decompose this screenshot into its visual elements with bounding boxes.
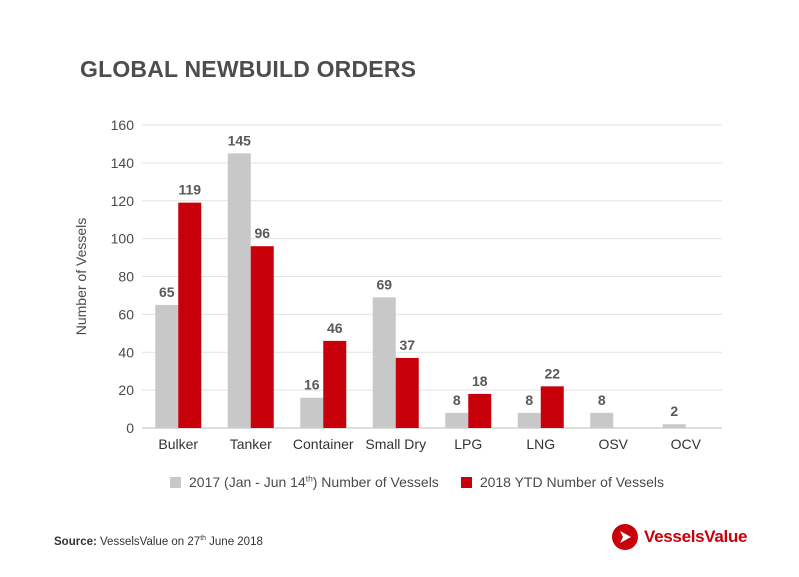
bar-2018 — [323, 340, 347, 428]
data-label: 145 — [228, 132, 252, 148]
bar-2017 — [227, 153, 251, 428]
legend-swatch-2017 — [170, 476, 181, 488]
data-label: 2 — [670, 403, 678, 419]
data-label: 65 — [159, 284, 175, 300]
data-label: 16 — [304, 377, 320, 393]
x-tick-label: LNG — [526, 436, 555, 452]
y-tick-label: 160 — [111, 117, 135, 133]
bar-2017 — [300, 397, 324, 428]
bar-2018 — [468, 393, 492, 428]
x-tick-label: Small Dry — [365, 436, 426, 452]
bar-2018 — [540, 386, 564, 428]
bar-2017 — [662, 424, 686, 428]
data-label: 96 — [254, 225, 270, 241]
y-tick-label: 20 — [118, 382, 134, 398]
bar-2017 — [517, 412, 541, 428]
legend-swatch-2018 — [460, 476, 472, 488]
bar-2018 — [250, 246, 274, 428]
y-tick-label: 120 — [111, 193, 135, 209]
x-tick-label: Tanker — [230, 436, 272, 452]
data-label: 46 — [327, 320, 343, 336]
data-label: 37 — [399, 337, 415, 353]
y-tick-label: 140 — [111, 155, 135, 171]
data-label: 18 — [472, 373, 488, 389]
legend-label-2018: 2018 YTD Number of Vessels — [479, 474, 664, 490]
logo-text: VesselsValue — [644, 527, 748, 546]
bar-2017 — [372, 297, 396, 428]
y-tick-label: 0 — [126, 420, 134, 436]
source-note: Source: VesselsValue on 27th June 2018 — [54, 535, 263, 548]
x-tick-label: LPG — [454, 436, 482, 452]
y-axis-label: Number of Vessels — [73, 218, 89, 336]
bar-2017 — [155, 304, 179, 428]
bar-2017 — [590, 412, 614, 428]
y-tick-label: 40 — [118, 344, 134, 360]
y-tick-label: 80 — [118, 269, 134, 285]
bar-2017 — [445, 412, 469, 428]
data-label: 119 — [178, 182, 201, 198]
x-tick-label: OSV — [598, 436, 628, 452]
x-tick-label: Container — [293, 436, 354, 452]
y-tick-label: 60 — [118, 306, 134, 322]
legend-item-2018: 2018 YTD Number of Vessels — [460, 474, 664, 490]
y-tick-label: 100 — [111, 231, 135, 247]
data-label: 22 — [544, 365, 560, 381]
bar-2018 — [395, 357, 419, 428]
data-label: 69 — [376, 276, 392, 292]
x-tick-label: Bulker — [158, 436, 198, 452]
legend-label-2017: 2017 (Jan - Jun 14th) Number of Vessels — [189, 473, 439, 490]
x-tick-label: OCV — [671, 436, 702, 452]
vesselsvalue-logo-icon — [612, 524, 638, 550]
bar-2018 — [178, 202, 202, 428]
data-label: 8 — [453, 392, 461, 408]
legend-item-2017: 2017 (Jan - Jun 14th) Number of Vessels — [170, 474, 439, 490]
data-label: 8 — [525, 392, 533, 408]
data-label: 8 — [598, 392, 606, 408]
chart-legend: 2017 (Jan - Jun 14th) Number of Vessels … — [170, 474, 686, 490]
vesselsvalue-logo: VesselsValue — [612, 524, 748, 550]
chart-title: GLOBAL NEWBUILD ORDERS — [80, 56, 417, 82]
